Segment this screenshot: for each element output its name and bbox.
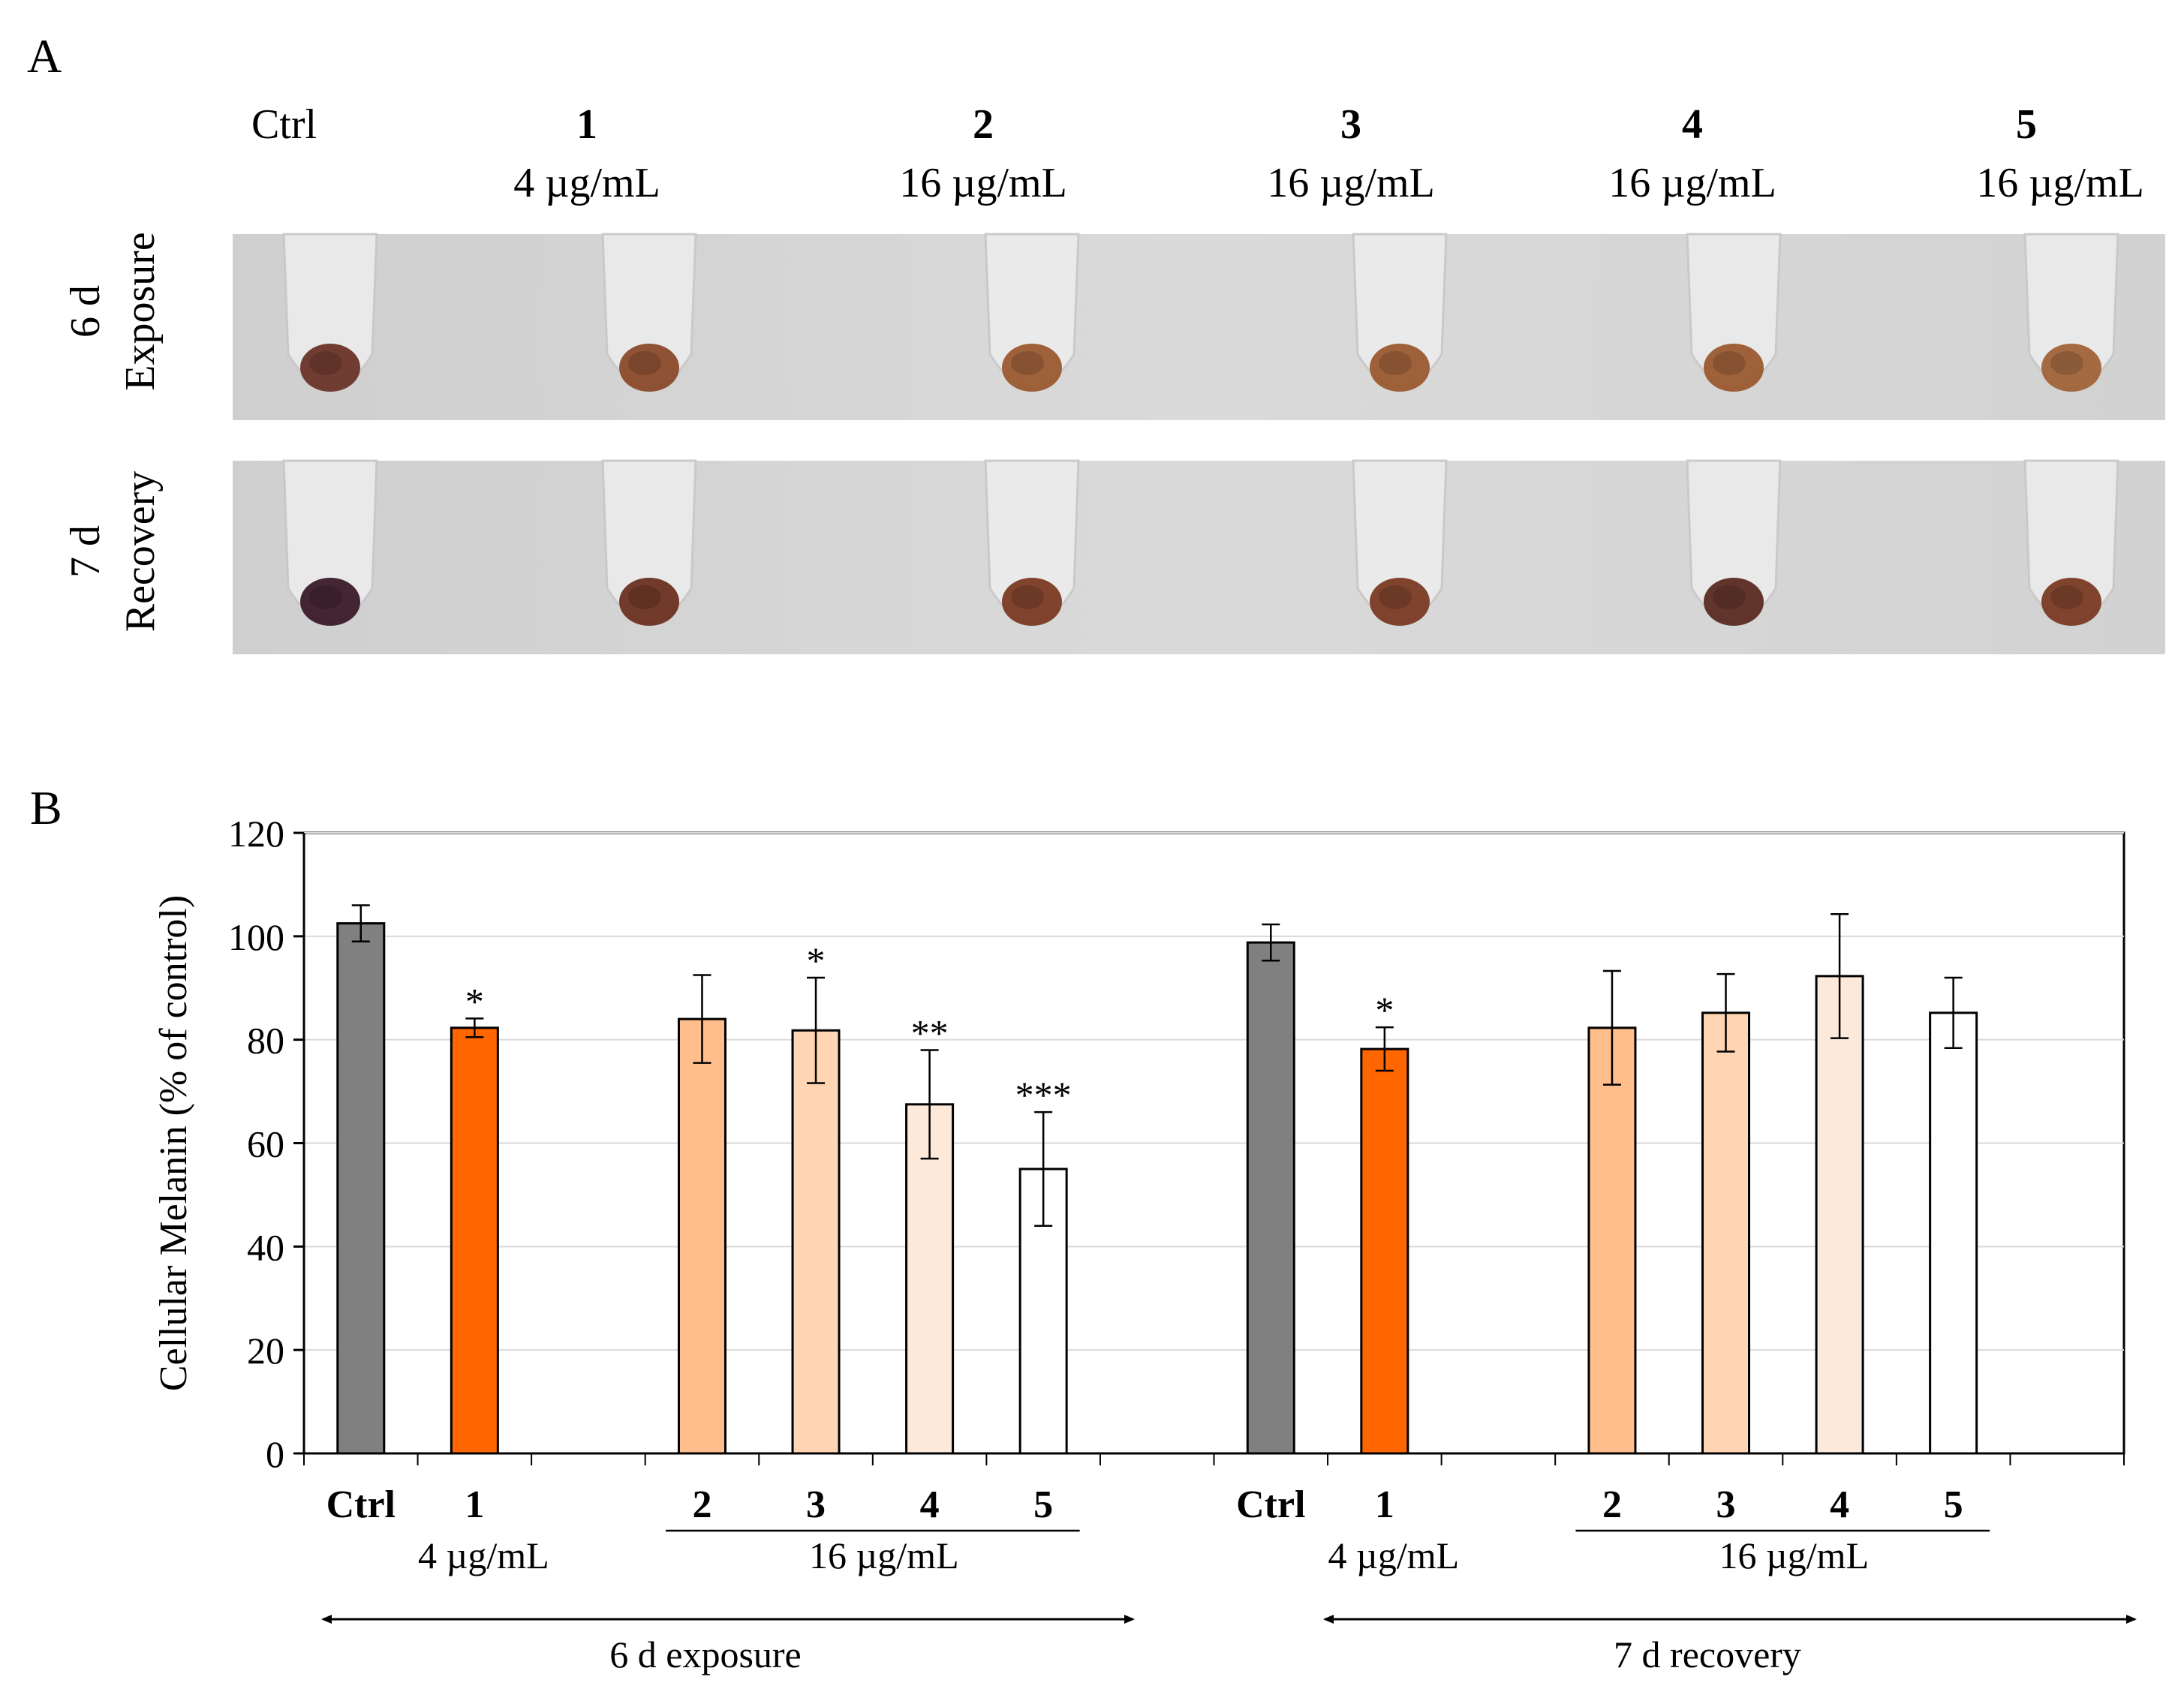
y-tick-label: 80: [247, 1020, 284, 1062]
x-category-label: 3: [806, 1483, 826, 1526]
row-label-line2: Recovery: [117, 471, 164, 633]
bar: [1246, 941, 1295, 1455]
significance-mark: *: [465, 980, 484, 1022]
row-label-line1: 6 d: [62, 285, 109, 338]
bar: [791, 1029, 841, 1455]
column-id-label: 4: [1682, 101, 1703, 148]
x-category-label: 1: [1375, 1483, 1394, 1526]
x-category-label: 4: [920, 1483, 940, 1526]
column-concentration-label: 16 µg/mL: [1608, 160, 1776, 206]
column-concentration-label: 4 µg/mL: [513, 160, 660, 206]
x-category-label: 3: [1716, 1483, 1736, 1526]
phase-label: 6 d exposure: [609, 1633, 802, 1675]
panel-a-photos: [233, 233, 2165, 654]
y-tick-label: 60: [247, 1123, 284, 1165]
column-id-label: Ctrl: [251, 101, 317, 148]
column-concentration-label: 16 µg/mL: [1976, 160, 2144, 206]
x-category-label: 2: [692, 1483, 711, 1526]
tube-image: [2023, 459, 2119, 626]
bar: [1929, 1011, 1978, 1455]
column-concentration-label: 16 µg/mL: [899, 160, 1067, 206]
tube-image: [984, 459, 1080, 626]
phase-label: 7 d recovery: [1614, 1633, 1801, 1675]
concentration-label-group: 16 µg/mL: [1719, 1534, 1869, 1576]
column-id-label: 2: [973, 101, 994, 148]
row-label-line2: Exposure: [117, 232, 164, 391]
tube-image: [282, 459, 378, 626]
x-category-label: 5: [1944, 1483, 1963, 1526]
panel-b-label: B: [30, 781, 62, 834]
x-category-label: 2: [1602, 1483, 1622, 1526]
bar-chart: 0 20 40 60 80 100 120 Cellular Melanin (% of co…: [152, 813, 2137, 1675]
tube-image: [984, 233, 1080, 392]
tube-image: [1686, 459, 1782, 626]
bar: [677, 1017, 726, 1455]
concentration-label-single: 4 µg/mL: [418, 1534, 549, 1576]
tube-image: [1352, 459, 1448, 626]
tube-image: [1352, 233, 1448, 392]
photo-strip-2: [233, 459, 2165, 654]
y-tick-label: 40: [247, 1226, 284, 1268]
concentration-label-single: 4 µg/mL: [1328, 1534, 1460, 1576]
y-tick-label: 120: [228, 813, 284, 855]
tube-image: [2023, 233, 2119, 392]
column-id-label: 1: [576, 101, 597, 148]
tube-image: [601, 233, 697, 392]
significance-mark: *: [1375, 989, 1394, 1031]
y-axis-title: Cellular Melanin (% of control): [152, 895, 195, 1391]
concentration-label-group: 16 µg/mL: [809, 1534, 959, 1576]
column-id-label: 5: [2016, 101, 2037, 148]
tube-image: [282, 233, 378, 392]
significance-mark: *: [807, 939, 826, 981]
x-category-label: Ctrl: [1236, 1483, 1305, 1526]
row-label-line1: 7 d: [62, 525, 109, 578]
bar: [1587, 1026, 1637, 1455]
tube-image: [1686, 233, 1782, 392]
y-tick-label: 0: [266, 1433, 284, 1475]
bar: [905, 1103, 955, 1455]
bar: [336, 922, 386, 1455]
tube-image: [601, 459, 697, 626]
photo-strip-1: [233, 233, 2165, 420]
bar: [1701, 1011, 1751, 1455]
bar: [1815, 975, 1864, 1455]
bar: [1360, 1047, 1409, 1455]
column-concentration-label: 16 µg/mL: [1267, 160, 1435, 206]
x-category-label: 4: [1830, 1483, 1849, 1526]
column-id-label: 3: [1340, 101, 1361, 148]
panel-a-row-labels: 6 d Exposure 7 d Recovery: [62, 232, 164, 632]
bar: [450, 1026, 499, 1455]
panel-a-column-headers: Ctrl 1 4 µg/mL 2 16 µg/mL 3 16 µg/mL 4 16 µg/mL 5…: [251, 101, 2144, 206]
x-category-label: 5: [1033, 1483, 1053, 1526]
significance-mark: ***: [1015, 1074, 1072, 1116]
x-category-label: Ctrl: [326, 1483, 396, 1526]
x-category-label: 1: [465, 1483, 484, 1526]
y-tick-label: 100: [228, 916, 284, 958]
y-tick-label: 20: [247, 1330, 284, 1372]
significance-mark: **: [911, 1011, 949, 1053]
panel-a-label: A: [27, 29, 62, 83]
